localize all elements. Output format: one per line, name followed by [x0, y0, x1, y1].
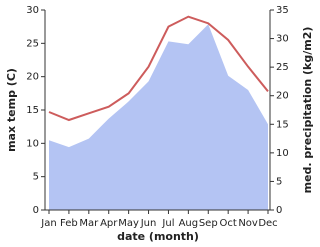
x-tick-label: Jun [140, 218, 157, 229]
y-tick-label: 0 [33, 205, 39, 216]
y-tick-label: 20 [26, 72, 39, 83]
x-tick-label: May [118, 218, 139, 229]
x-tick-label: Aug [179, 218, 199, 229]
temperature-line [48, 15, 269, 122]
y2-tick-label: 35 [276, 5, 289, 16]
x-tick-label: Oct [220, 218, 237, 229]
y2-tick-label: 0 [276, 205, 282, 216]
y2-tick-label: 5 [276, 176, 282, 187]
y2-axis-title: med. precipitation (kg/m2) [301, 27, 314, 194]
x-tick-label: Feb [60, 218, 78, 229]
y-tick-label: 30 [26, 5, 39, 16]
y-tick-label: 15 [26, 105, 39, 116]
x-axis-title: date (month) [117, 230, 199, 243]
x-tick-label: Jan [40, 218, 56, 229]
y2-tick-label: 30 [276, 34, 289, 45]
x-tick-label: Apr [100, 218, 118, 229]
y2-tick-label: 20 [276, 91, 289, 102]
y2-tick-label: 25 [276, 62, 289, 73]
x-tick-label: Nov [238, 218, 258, 229]
y-tick-label: 10 [26, 138, 39, 149]
x-tick-label: Dec [258, 218, 277, 229]
y-tick-label: 5 [33, 172, 39, 183]
x-tick-label: Jul [161, 218, 174, 229]
y-axis-title: max temp (C) [5, 68, 18, 152]
y2-tick-label: 10 [276, 148, 289, 159]
y-tick-label: 25 [26, 38, 39, 49]
x-tick-label: Sep [199, 218, 218, 229]
x-tick-label: Mar [79, 218, 99, 229]
precipitation-area [49, 24, 268, 210]
y2-tick-label: 15 [276, 119, 289, 130]
